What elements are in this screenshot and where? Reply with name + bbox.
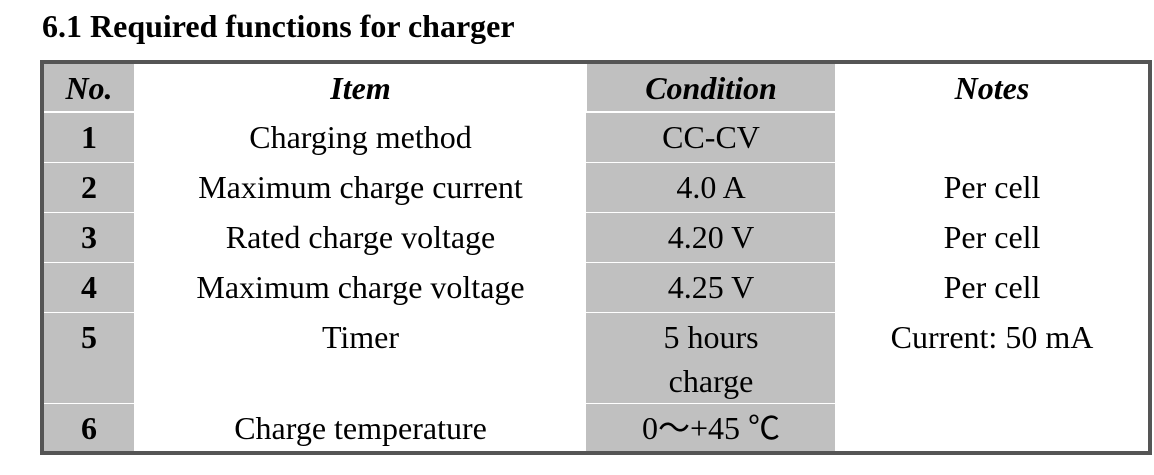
column-header: Item [134, 61, 587, 113]
cell: Per cell [835, 161, 1151, 213]
cell: Charge temperature [134, 402, 587, 454]
cell-text: Rated charge voltage [225, 218, 496, 255]
cell-text: 5 hours charge [663, 318, 759, 399]
cell [835, 402, 1151, 454]
cell-text: 4.0 A [676, 168, 746, 205]
cell: Maximum charge current [134, 161, 587, 213]
cell-text: 0～+45 ℃ [641, 409, 781, 446]
cell: 4.0 A [586, 161, 836, 213]
cell-text: CC-CV [662, 119, 760, 155]
cell-text: Per cell [943, 218, 1041, 255]
cell: 5 [41, 311, 135, 404]
cell-text: Maximum charge voltage [196, 268, 525, 305]
table-row: 4 Maximum charge voltage 4.25 V Per cell [41, 261, 1151, 313]
cell: 4.25 V [586, 261, 836, 313]
table-row: 2 Maximum charge current 4.0 A Per cell [41, 161, 1151, 213]
cell: 3 [41, 211, 135, 263]
cell-text: 2 [81, 168, 97, 205]
cell-text: 6 [81, 409, 97, 446]
cell: CC-CV [586, 111, 836, 163]
cell-text: Per cell [943, 168, 1041, 205]
cell-text: Per cell [943, 268, 1041, 305]
cell [835, 111, 1151, 163]
cell: Current: 50 mA [835, 311, 1151, 404]
cell-text: Timer [321, 318, 400, 355]
section-title: 6.1 Required functions for charger [42, 8, 515, 44]
cell: Per cell [835, 261, 1151, 313]
cell: Rated charge voltage [134, 211, 587, 263]
cell: Timer [134, 311, 587, 404]
cell-text: 3 [81, 218, 97, 255]
cell: 0～+45 ℃ [586, 402, 836, 454]
cell-text: Current: 50 mA [890, 318, 1094, 355]
table-row: 5 Timer 5 hours charge Current: 50 mA [41, 311, 1151, 404]
table-row: 6 Charge temperature 0～+45 ℃ [41, 402, 1151, 454]
table-row: 3 Rated charge voltage 4.20 V Per cell [41, 211, 1151, 263]
cell-text: Charging method [249, 119, 472, 155]
cell-text: 4 [81, 268, 97, 305]
cell: Per cell [835, 211, 1151, 263]
header-row: No. Item Condition Notes [41, 61, 1151, 113]
cell-text: 4.20 V [667, 218, 755, 255]
cell: 4.20 V [586, 211, 836, 263]
cell-text: 4.25 V [667, 268, 755, 305]
column-header: Condition [586, 61, 836, 113]
cell: Maximum charge voltage [134, 261, 587, 313]
cell: 5 hours charge [586, 311, 836, 404]
cell-text: Charge temperature [234, 409, 487, 446]
cell: 2 [41, 161, 135, 213]
table-row: 1 Charging method CC-CV [41, 111, 1151, 163]
cell-text: 1 [81, 119, 97, 155]
column-header: Notes [835, 61, 1151, 113]
column-header: No. [41, 61, 135, 113]
cell-text: Maximum charge current [198, 168, 523, 205]
table-body: 1 Charging method CC-CV 2 Maximum charge cur… [41, 111, 1151, 454]
cell: Charging method [134, 111, 587, 163]
spec-table: No. Item Condition Notes 1 Charging method CC… [40, 60, 1152, 455]
cell: 4 [41, 261, 135, 313]
cell-text: 5 [81, 318, 97, 355]
cell: 6 [41, 402, 135, 454]
cell: 1 [41, 111, 135, 163]
